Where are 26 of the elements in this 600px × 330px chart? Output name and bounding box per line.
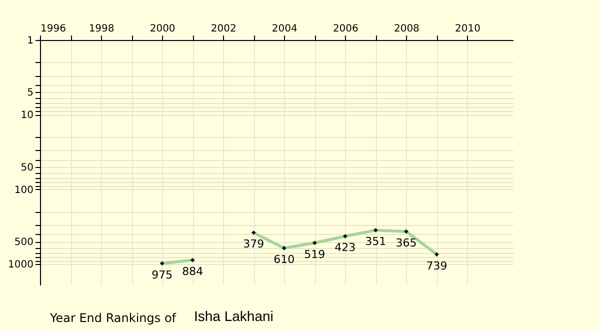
data-label: 365 — [396, 236, 417, 250]
y-tick-label: 1000 — [8, 260, 34, 271]
y-tick-label: 500 — [14, 237, 34, 248]
y-tick-label: 100 — [14, 184, 34, 196]
data-label: 423 — [334, 241, 356, 254]
y-tick-label: 1 — [27, 36, 34, 46]
x-tick-label: 2006 — [332, 24, 358, 34]
data-label: 975 — [152, 268, 173, 282]
x-tick-label: 2000 — [150, 24, 176, 34]
data-label: 739 — [426, 259, 448, 272]
text: Year End Rankings of — [49, 311, 177, 325]
x-tick-label: 1996 — [40, 24, 66, 34]
x-tick-label: 2008 — [394, 24, 420, 34]
x-tick-label: 2002 — [210, 24, 236, 34]
data-label: 519 — [304, 248, 326, 261]
x-tick-label: 2004 — [272, 24, 298, 34]
data-label: 610 — [274, 253, 295, 266]
data-label: 884 — [182, 265, 204, 278]
y-tick-label: 10 — [20, 110, 34, 122]
y-tick-label: 50 — [20, 162, 34, 174]
x-tick-label: 2010 — [455, 24, 480, 34]
data-label: 351 — [365, 235, 386, 248]
data-label: 379 — [243, 238, 264, 251]
text: Isha Lakhani — [194, 308, 274, 324]
x-tick-label: 1998 — [88, 24, 114, 34]
y-tick-label: 5 — [27, 88, 34, 99]
